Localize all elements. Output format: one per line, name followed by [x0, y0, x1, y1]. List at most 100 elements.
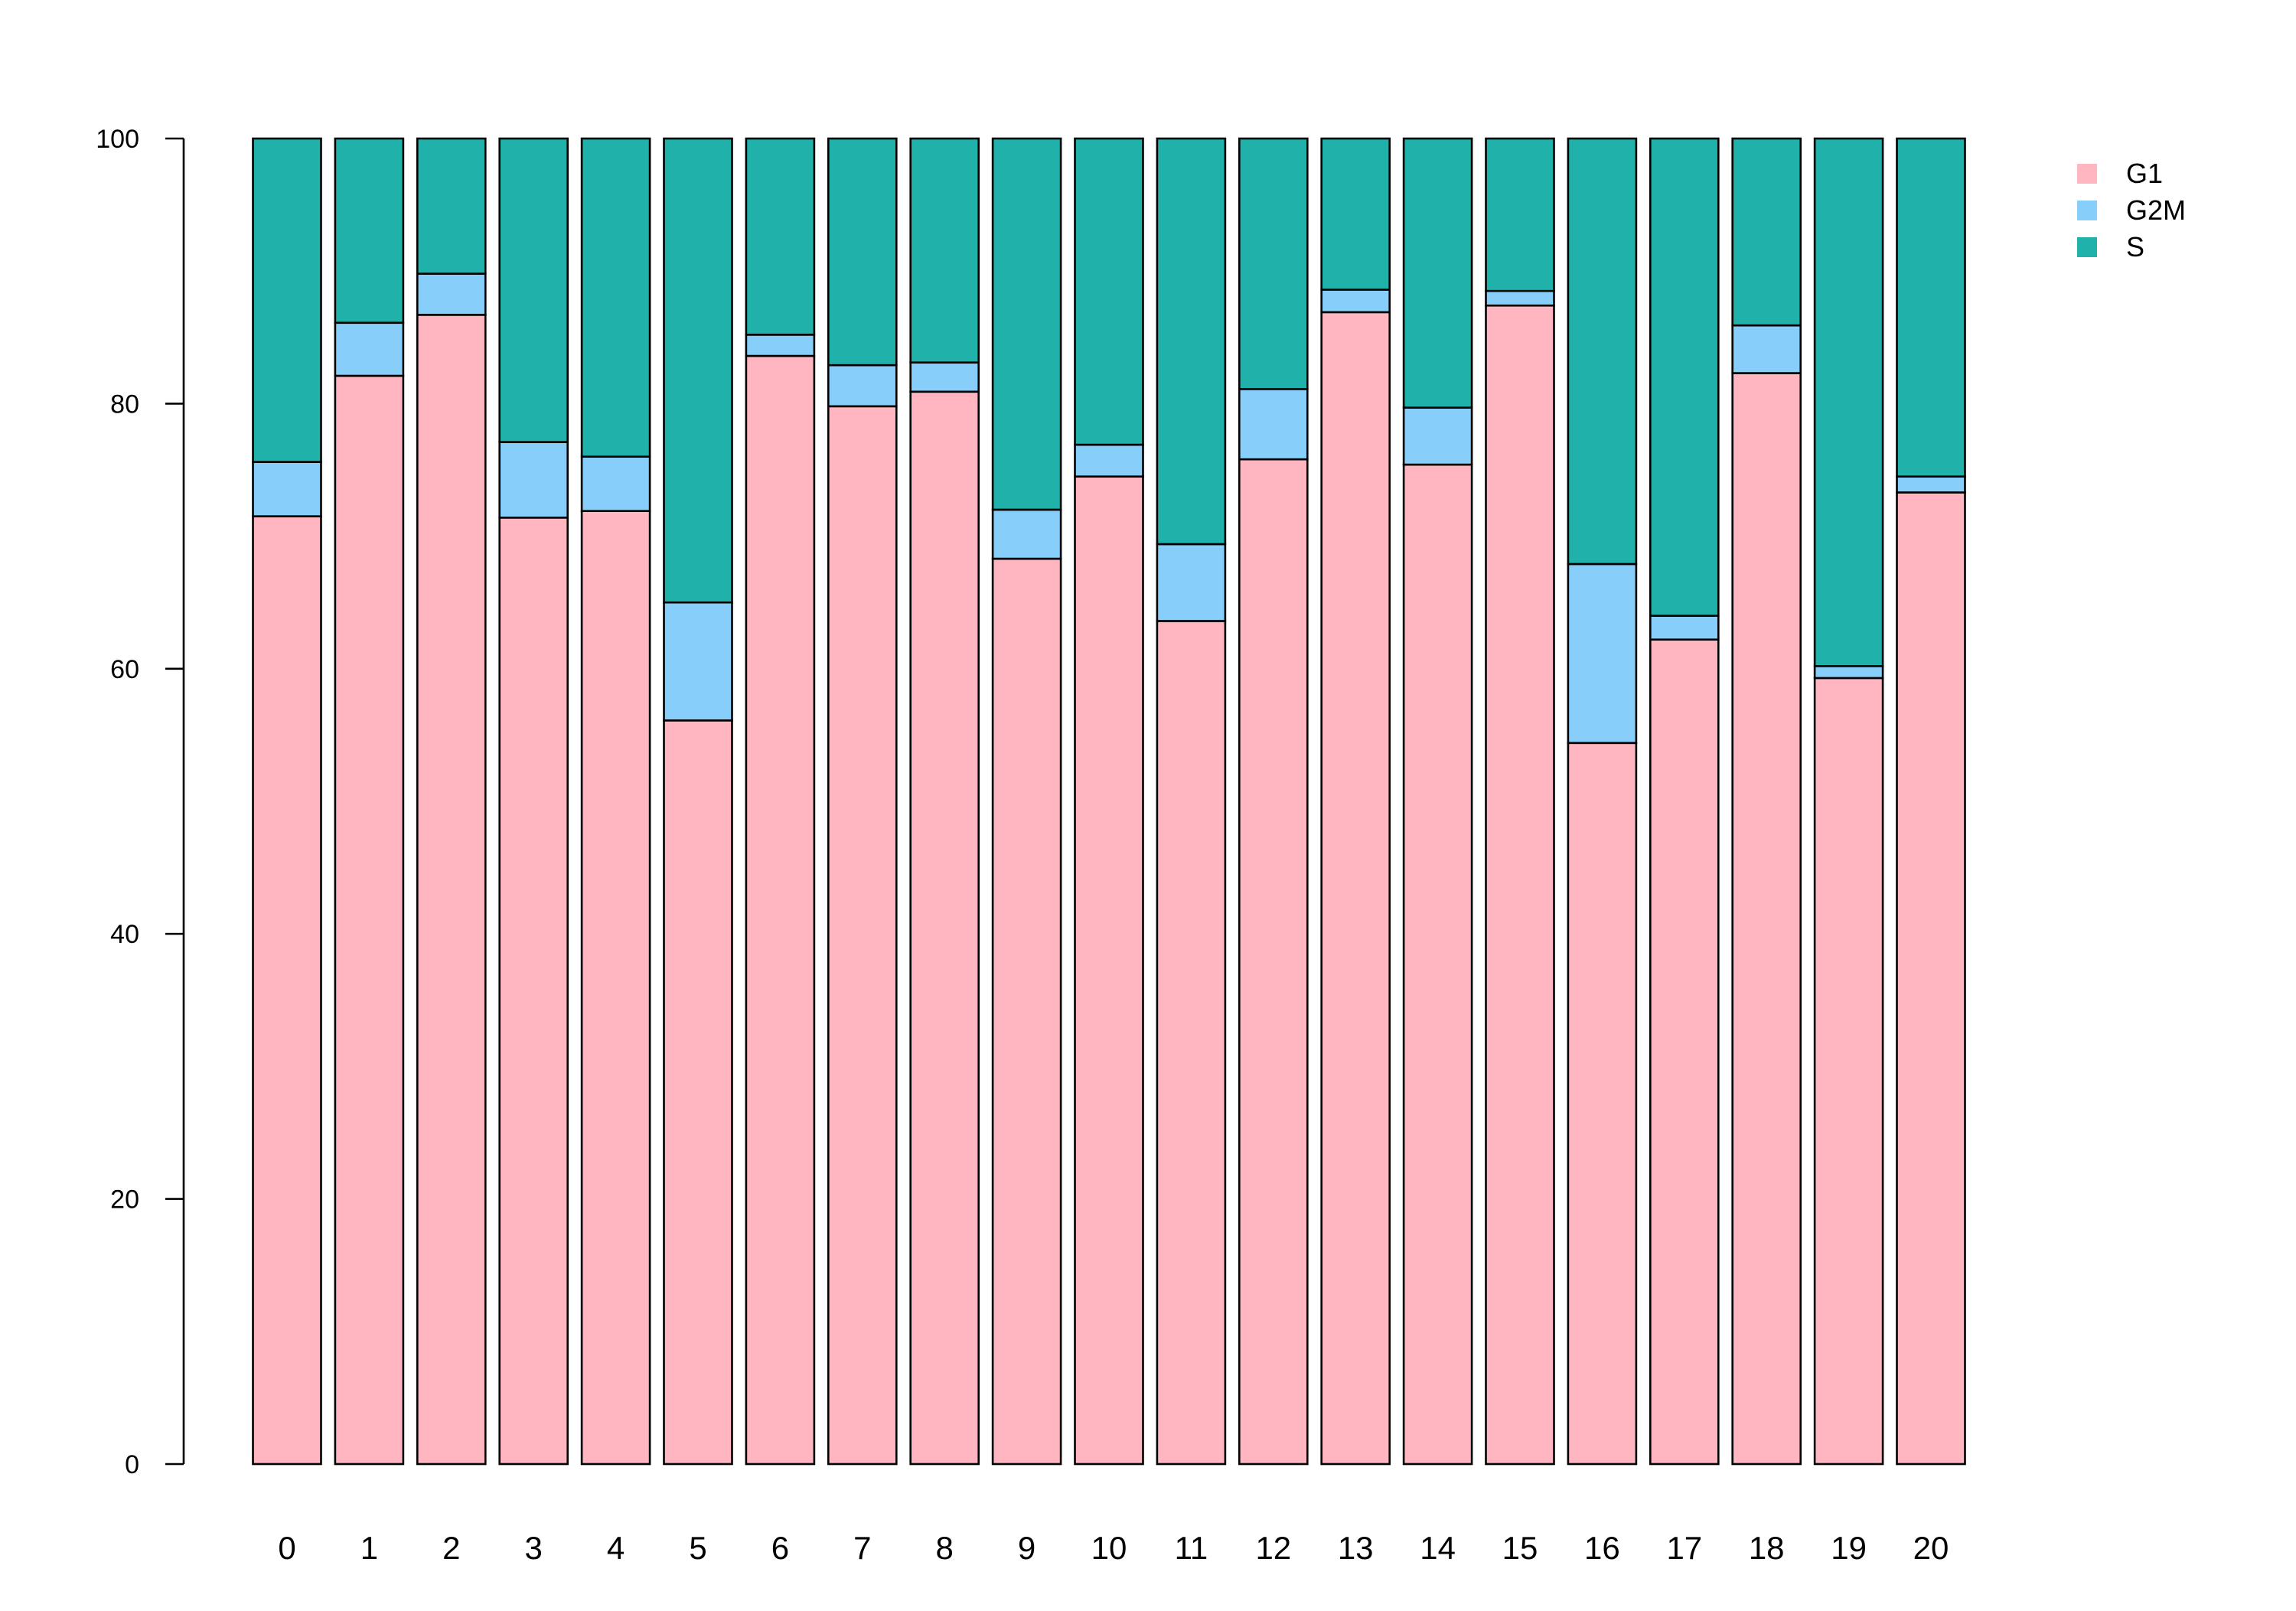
bar-segment-g2m-19 — [1813, 665, 1884, 680]
y-tick-label: 80 — [110, 390, 139, 419]
bar-segment-g1-11 — [1156, 620, 1227, 1466]
bar-segment-g2m-4 — [580, 455, 651, 512]
legend-label-s: S — [2126, 231, 2144, 263]
bar-segment-g2m-7 — [827, 364, 898, 408]
bar-segment-g1-5 — [663, 719, 733, 1466]
bar-segment-g2m-12 — [1238, 388, 1309, 461]
bar-segment-s-4 — [580, 137, 651, 458]
bar-segment-g1-17 — [1649, 638, 1720, 1466]
bar-segment-s-18 — [1731, 137, 1802, 327]
bar-segment-s-20 — [1896, 137, 1966, 478]
y-tick-label: 0 — [125, 1450, 139, 1479]
bar-segment-g2m-2 — [416, 272, 487, 316]
bar-segment-g2m-3 — [498, 441, 569, 519]
legend: G1 G2M S — [2077, 158, 2186, 263]
bars-layer — [252, 137, 1966, 1466]
bar-segment-s-8 — [909, 137, 980, 364]
bar-segment-s-17 — [1649, 137, 1720, 617]
x-tick-label: 8 — [936, 1530, 954, 1566]
bar-segment-s-10 — [1074, 137, 1144, 446]
legend-swatch-g1 — [2077, 164, 2097, 184]
bar-segment-g2m-1 — [334, 321, 405, 377]
x-axis: 0 1 2 3 4 5 6 7 8 9 10 11 12 13 14 15 16 17 18 19 20 — [278, 1530, 1949, 1566]
bar-segment-g1-14 — [1402, 463, 1473, 1466]
bar-segment-g2m-20 — [1896, 475, 1966, 494]
bar-segment-g2m-13 — [1320, 289, 1391, 314]
bar-segment-g1-8 — [909, 390, 980, 1466]
bar-segment-g2m-8 — [909, 361, 980, 393]
bar-segment-s-2 — [416, 137, 487, 275]
x-tick-label: 10 — [1091, 1530, 1127, 1566]
x-tick-label: 4 — [607, 1530, 625, 1566]
legend-label-g2m: G2M — [2126, 194, 2186, 226]
legend-label-g1: G1 — [2126, 158, 2163, 189]
x-tick-label: 15 — [1502, 1530, 1538, 1566]
x-tick-label: 9 — [1018, 1530, 1035, 1566]
x-tick-label: 18 — [1749, 1530, 1785, 1566]
bar-segment-g1-15 — [1485, 304, 1555, 1466]
x-tick-label: 17 — [1666, 1530, 1702, 1566]
bar-segment-g1-3 — [498, 517, 569, 1466]
bar-segment-g2m-14 — [1402, 406, 1473, 466]
bar-segment-s-6 — [745, 137, 816, 336]
bar-segment-g1-12 — [1238, 458, 1309, 1466]
legend-swatch-s — [2077, 237, 2097, 257]
bar-segment-g2m-17 — [1649, 615, 1720, 641]
x-tick-label: 13 — [1338, 1530, 1374, 1566]
y-tick-label: 20 — [110, 1185, 139, 1215]
bar-segment-s-16 — [1567, 137, 1638, 566]
x-tick-label: 19 — [1831, 1530, 1867, 1566]
bar-segment-g1-16 — [1567, 742, 1638, 1466]
bar-segment-g2m-16 — [1567, 563, 1638, 745]
x-tick-label: 7 — [853, 1530, 871, 1566]
bar-segment-s-19 — [1813, 137, 1884, 667]
x-tick-label: 16 — [1584, 1530, 1620, 1566]
bar-segment-s-7 — [827, 137, 898, 367]
bar-segment-g2m-5 — [663, 601, 733, 722]
bar-segment-g2m-11 — [1156, 543, 1227, 622]
bar-segment-g1-0 — [252, 515, 322, 1466]
x-tick-label: 12 — [1255, 1530, 1291, 1566]
y-tick-label: 40 — [110, 920, 139, 949]
bar-segment-g2m-10 — [1074, 443, 1144, 478]
bar-segment-s-14 — [1402, 137, 1473, 409]
x-tick-label: 11 — [1175, 1530, 1208, 1566]
bar-segment-s-11 — [1156, 137, 1227, 546]
bar-segment-g1-10 — [1074, 475, 1144, 1466]
bar-segment-s-9 — [991, 137, 1062, 511]
x-tick-label: 1 — [360, 1530, 378, 1566]
x-tick-label: 3 — [525, 1530, 543, 1566]
legend-swatch-g2m — [2077, 201, 2097, 220]
bar-segment-s-15 — [1485, 137, 1555, 292]
bar-segment-s-0 — [252, 137, 322, 463]
bar-segment-g2m-15 — [1485, 289, 1555, 307]
x-tick-label: 14 — [1420, 1530, 1456, 1566]
bar-segment-g1-1 — [334, 374, 405, 1466]
x-tick-label: 20 — [1913, 1530, 1949, 1566]
x-tick-label: 2 — [442, 1530, 460, 1566]
bar-segment-s-13 — [1320, 137, 1391, 291]
bar-segment-g1-6 — [745, 354, 816, 1466]
bar-segment-g1-20 — [1896, 491, 1966, 1466]
bar-segment-s-12 — [1238, 137, 1309, 390]
bar-segment-s-1 — [334, 137, 405, 324]
bar-segment-g1-7 — [827, 405, 898, 1466]
x-tick-label: 5 — [689, 1530, 706, 1566]
bar-segment-s-5 — [663, 137, 733, 604]
bar-segment-g1-9 — [991, 557, 1062, 1466]
bar-segment-g1-2 — [416, 314, 487, 1466]
bar-segment-g1-18 — [1731, 372, 1802, 1466]
bar-segment-s-3 — [498, 137, 569, 443]
y-tick-label: 60 — [110, 655, 139, 684]
y-tick-label: 100 — [96, 125, 139, 154]
x-tick-label: 0 — [278, 1530, 295, 1566]
bar-segment-g2m-18 — [1731, 324, 1802, 374]
bar-segment-g1-4 — [580, 510, 651, 1466]
bar-segment-g2m-6 — [745, 334, 816, 357]
y-axis: 0 20 40 60 80 100 — [96, 125, 185, 1479]
x-tick-label: 6 — [771, 1530, 789, 1566]
bar-segment-g2m-0 — [252, 461, 322, 517]
bar-segment-g2m-9 — [991, 508, 1062, 560]
